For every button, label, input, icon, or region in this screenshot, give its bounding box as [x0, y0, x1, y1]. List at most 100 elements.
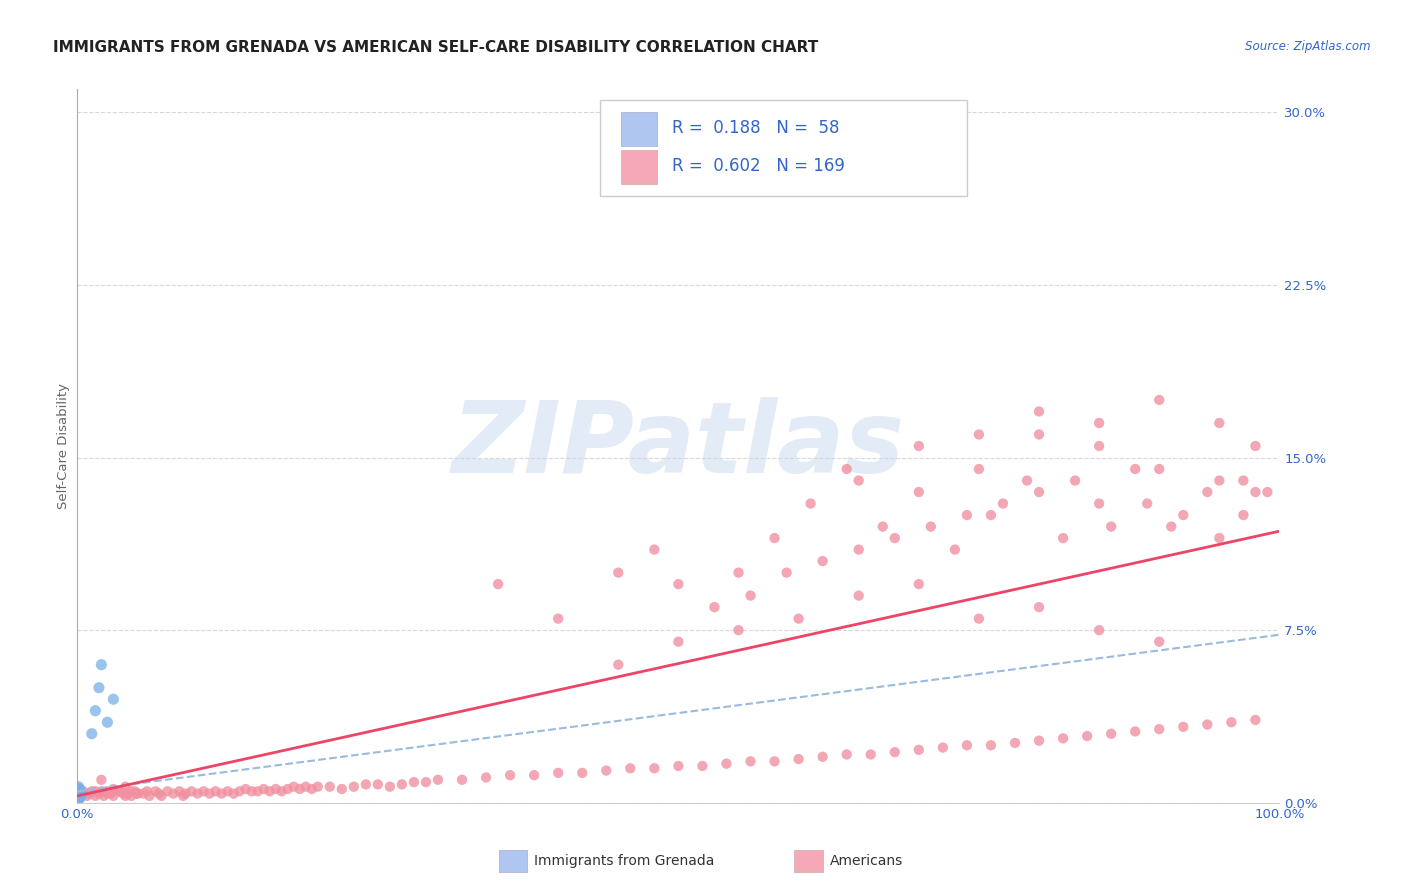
Point [1136, 497, 1159, 511]
Point [643, 542, 665, 557]
Point [180, 784, 202, 798]
Point [69, 784, 91, 798]
Point [96, 787, 118, 801]
Point [103, 789, 125, 803]
Point [70, 789, 93, 803]
Point [800, 497, 823, 511]
Point [301, 782, 323, 797]
Point [427, 772, 450, 787]
Point [67, 782, 90, 797]
Point [835, 747, 858, 762]
Point [1004, 736, 1026, 750]
Point [67, 787, 90, 801]
Point [943, 542, 966, 557]
Point [67, 789, 90, 803]
Point [67, 789, 90, 803]
Point [787, 612, 810, 626]
Point [114, 789, 136, 803]
Point [70, 787, 93, 801]
Point [486, 577, 509, 591]
Point [727, 566, 749, 580]
Point [619, 761, 641, 775]
Point [1088, 623, 1111, 637]
Point [811, 554, 834, 568]
Point [920, 519, 942, 533]
Point [148, 787, 170, 801]
Point [67, 791, 90, 805]
Point [67, 780, 90, 794]
Point [1149, 462, 1171, 476]
Point [217, 784, 239, 798]
Point [1052, 731, 1074, 746]
Point [80, 784, 103, 798]
Point [69, 784, 91, 798]
Point [69, 789, 91, 803]
Point [67, 784, 90, 798]
Point [1256, 485, 1278, 500]
Point [259, 784, 281, 798]
Point [1173, 720, 1195, 734]
Point [162, 787, 184, 801]
Point [174, 787, 197, 801]
Point [69, 787, 91, 801]
Point [67, 789, 90, 803]
Text: Source: ZipAtlas.com: Source: ZipAtlas.com [1246, 40, 1371, 54]
Point [668, 577, 690, 591]
Point [84, 784, 107, 798]
Point [108, 784, 131, 798]
Point [607, 657, 630, 672]
Point [96, 715, 118, 730]
Point [1123, 462, 1146, 476]
Point [727, 623, 749, 637]
Point [108, 784, 131, 798]
Point [1160, 519, 1182, 533]
Point [740, 755, 762, 769]
Point [1028, 733, 1050, 747]
Point [90, 772, 112, 787]
Point [571, 765, 593, 780]
Point [1028, 404, 1050, 418]
Point [67, 791, 90, 805]
Point [1088, 497, 1111, 511]
Point [378, 780, 401, 794]
Point [67, 784, 90, 798]
Y-axis label: Self-Care Disability: Self-Care Disability [58, 383, 70, 509]
Point [103, 692, 125, 706]
Point [319, 780, 342, 794]
Point [117, 787, 139, 801]
Point [264, 782, 287, 797]
Point [1197, 717, 1219, 731]
Point [967, 462, 990, 476]
Point [120, 789, 142, 803]
Point [595, 764, 617, 778]
Point [1076, 729, 1098, 743]
Point [1244, 439, 1267, 453]
Point [883, 531, 905, 545]
Point [69, 782, 91, 797]
Point [1028, 427, 1050, 442]
Point [811, 749, 834, 764]
Point [67, 784, 90, 798]
Point [67, 789, 90, 803]
Point [991, 497, 1014, 511]
Point [193, 784, 215, 798]
Point [367, 777, 389, 791]
Point [1028, 600, 1050, 615]
Point [980, 508, 1002, 522]
Point [1208, 531, 1230, 545]
Point [1244, 713, 1267, 727]
Point [127, 787, 149, 801]
Point [67, 791, 90, 805]
Point [67, 789, 90, 803]
Point [67, 789, 90, 803]
Point [67, 782, 90, 797]
Point [1208, 474, 1230, 488]
Point [93, 789, 115, 803]
Point [69, 789, 91, 803]
Point [67, 791, 90, 805]
Point [908, 577, 931, 591]
Point [87, 681, 110, 695]
Point [835, 462, 858, 476]
Point [848, 589, 870, 603]
Point [103, 782, 125, 797]
